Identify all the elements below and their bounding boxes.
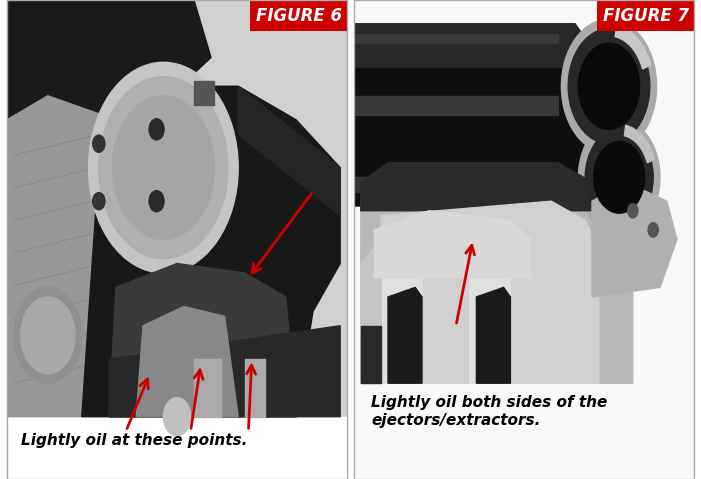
Polygon shape [82, 86, 340, 417]
Circle shape [93, 135, 105, 152]
Polygon shape [470, 240, 510, 383]
Circle shape [578, 43, 639, 129]
Bar [354, 177, 558, 192]
Circle shape [14, 287, 82, 383]
Polygon shape [361, 163, 619, 211]
Circle shape [88, 62, 238, 273]
Bar [7, 0, 347, 417]
Polygon shape [354, 34, 558, 43]
Polygon shape [7, 0, 211, 134]
Wedge shape [615, 25, 651, 69]
Polygon shape [7, 96, 136, 417]
Polygon shape [109, 326, 340, 417]
Circle shape [20, 297, 75, 374]
Polygon shape [381, 240, 422, 383]
Polygon shape [354, 24, 592, 67]
Bar [7, 417, 347, 479]
Circle shape [99, 77, 228, 259]
Text: Lightly oil at these points.: Lightly oil at these points. [20, 433, 247, 448]
Circle shape [149, 191, 164, 212]
Circle shape [93, 193, 105, 210]
Circle shape [149, 119, 164, 140]
Bar [194, 81, 215, 105]
Polygon shape [592, 182, 677, 297]
Circle shape [163, 398, 191, 436]
Text: Lightly oil both sides of the
ejectors/extractors.: Lightly oil both sides of the ejectors/e… [371, 395, 607, 428]
Circle shape [562, 19, 657, 153]
Bar [245, 359, 266, 417]
Polygon shape [477, 287, 510, 383]
Circle shape [648, 223, 658, 237]
Polygon shape [354, 24, 599, 134]
Polygon shape [381, 201, 599, 383]
Polygon shape [374, 211, 531, 278]
Circle shape [627, 204, 638, 218]
Polygon shape [109, 263, 296, 417]
Bar [361, 326, 381, 383]
Polygon shape [361, 182, 633, 383]
Circle shape [585, 129, 653, 225]
Wedge shape [625, 125, 654, 163]
Circle shape [569, 29, 650, 144]
Bar [194, 359, 222, 417]
Bar [354, 96, 558, 115]
Polygon shape [238, 86, 340, 216]
Polygon shape [388, 287, 422, 383]
Circle shape [594, 141, 645, 213]
Polygon shape [136, 307, 238, 417]
Text: FIGURE 7: FIGURE 7 [603, 7, 689, 25]
Polygon shape [354, 115, 599, 206]
Polygon shape [361, 240, 381, 335]
Text: FIGURE 6: FIGURE 6 [256, 7, 342, 25]
Circle shape [112, 96, 215, 240]
Circle shape [578, 120, 660, 235]
